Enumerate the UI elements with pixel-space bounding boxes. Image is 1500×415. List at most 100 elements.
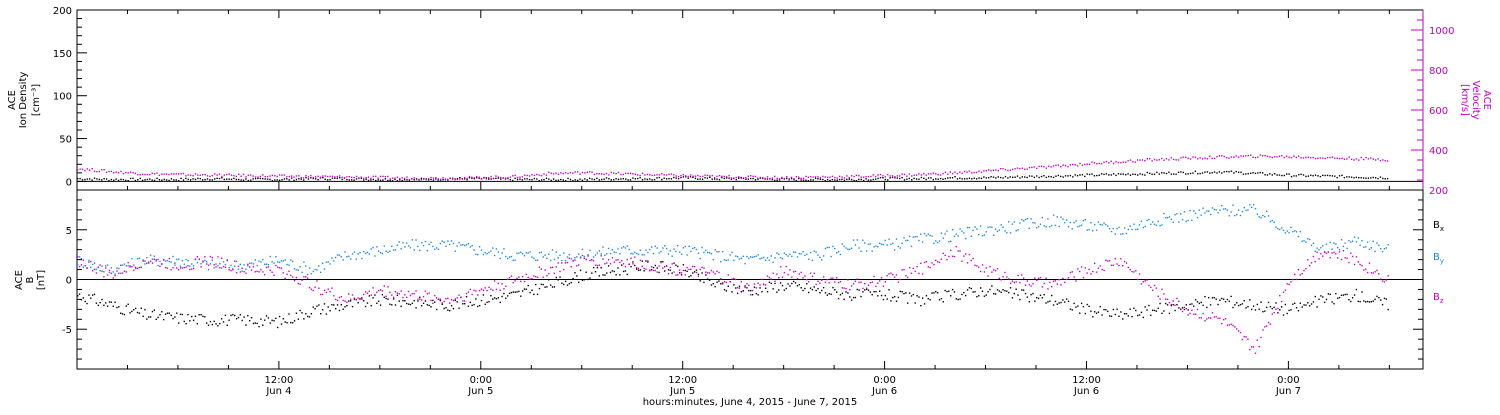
data-point [1331,156,1334,158]
data-point [675,175,677,177]
data-point [1189,158,1192,160]
data-point [966,226,969,229]
data-point [80,264,83,266]
data-point [804,287,806,290]
data-point [1194,212,1197,215]
data-point [475,298,477,300]
data-point [263,273,266,276]
data-point [600,267,602,269]
bottom-ylabel: ACE B [nT] [14,270,47,290]
data-point [142,259,144,261]
data-point [372,178,375,181]
data-point [684,269,686,272]
data-point [1133,307,1135,309]
data-point [1383,248,1386,250]
data-point [727,274,729,276]
data-point [170,261,172,263]
data-point [878,280,881,282]
data-point [194,315,197,317]
data-point [1252,346,1255,348]
data-point [86,168,89,170]
data-point [701,175,704,178]
data-point [1197,158,1199,160]
data-point [968,177,971,179]
data-point [282,260,285,262]
data-point [685,175,687,177]
data-point [562,172,564,175]
data-point [735,278,737,281]
data-point [1127,315,1130,317]
data-point [738,287,741,289]
data-point [1251,308,1253,311]
data-point [1103,161,1105,163]
data-point [1045,176,1048,179]
data-point [156,177,158,180]
data-point [704,177,706,179]
data-point [144,308,146,311]
data-point [1295,231,1298,233]
data-point [1103,308,1105,311]
data-point [778,253,780,255]
data-point [1319,175,1322,178]
data-point [1170,304,1173,307]
data-point [561,282,563,284]
data-point [862,287,864,290]
data-point [1249,299,1251,301]
data-point [191,268,193,270]
data-point [411,177,413,180]
data-point [822,175,824,178]
data-point [192,267,195,270]
data-point [1372,158,1374,160]
data-point [802,250,804,253]
data-point [96,178,98,180]
data-point [817,176,819,178]
data-point [411,302,414,305]
data-point [148,316,150,318]
data-point [125,305,128,307]
data-point [110,170,113,173]
data-point [701,246,703,249]
data-point [1241,338,1244,341]
data-point [1194,313,1197,315]
data-point [613,270,615,273]
data-point [680,253,683,255]
data-point [592,266,595,269]
data-point [652,269,655,272]
data-point [1303,269,1305,272]
data-point [224,263,227,266]
data-point [306,315,309,318]
data-point [445,245,447,247]
data-point [1228,171,1230,173]
data-point [791,282,793,285]
data-point [1118,226,1120,229]
data-point [293,320,296,322]
data-point [157,264,159,267]
data-point [1095,312,1098,314]
data-point [894,177,896,179]
data-point [675,264,677,266]
data-point [240,179,242,181]
data-point [228,266,230,269]
data-point [1245,336,1247,338]
data-point [1056,216,1058,218]
data-point [953,255,956,258]
data-point [841,292,844,295]
data-point [1211,297,1214,299]
data-point [389,303,391,305]
data-point [856,288,858,291]
data-point [435,297,438,299]
data-point [93,177,96,179]
data-point [641,265,643,268]
data-point [869,282,872,284]
data-point [183,320,185,323]
data-point [963,178,966,180]
data-point [815,251,817,253]
data-point [1221,322,1223,325]
data-point [234,265,236,267]
data-point [108,301,111,303]
x-ticklabel-time-2: 12:00 [668,375,697,386]
data-point [351,294,354,296]
data-point [1112,162,1115,165]
data-point [213,267,215,269]
data-point [459,176,461,179]
